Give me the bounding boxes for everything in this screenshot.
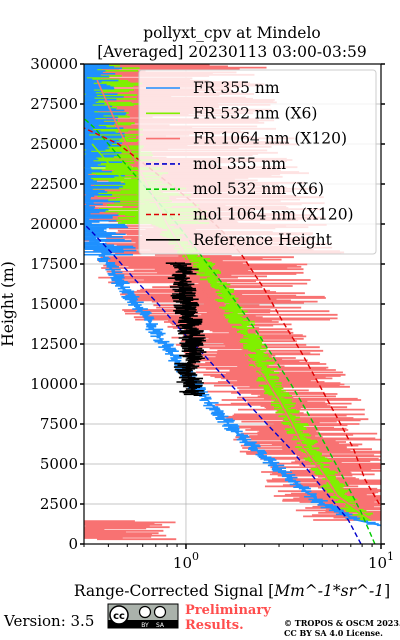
y-axis-ticks: 0 2500 5000 7500 10000 12500 15000 17500 20000 22… — [30, 55, 385, 553]
copyright-line-2: CC BY SA 4.0 License. — [284, 628, 383, 638]
y-tick-label: 15000 — [30, 295, 78, 313]
y-axis-label: Height (m) — [0, 261, 17, 347]
x-axis-ticks: 100 101 — [83, 544, 394, 572]
legend-label-5: mol 1064 nm (X120) — [193, 206, 354, 224]
x-axis-label-prefix: Range-Corrected Signal [ — [74, 582, 274, 600]
legend: FR 355 nm FR 532 nm (X6) FR 1064 nm (X120)… — [138, 69, 377, 255]
y-tick-label: 0 — [68, 535, 78, 553]
y-tick-label: 17500 — [30, 255, 78, 273]
x-axis-label: Range-Corrected Signal [Mm^-1*sr^-1] — [74, 582, 390, 600]
x-tick-label: 101 — [368, 550, 394, 572]
legend-label-1: FR 532 nm (X6) — [193, 104, 317, 122]
chart-title-line-1: pollyxt_cpv at Mindelo — [143, 24, 321, 42]
y-tick-label: 27500 — [30, 95, 78, 113]
x-tick-base: 10 — [368, 554, 387, 572]
svg-text:SA: SA — [156, 622, 165, 629]
y-tick-label: 2500 — [40, 495, 78, 513]
series-lines — [84, 79, 381, 544]
y-tick-label: 7500 — [40, 415, 78, 433]
cc-by-sa-badge: cc BY SA — [107, 603, 179, 629]
x-tick-exponent: 1 — [387, 550, 394, 563]
version-label: Version: 3.5 — [3, 612, 94, 630]
y-tick-label: 25000 — [30, 135, 78, 153]
svg-text:BY: BY — [141, 622, 149, 629]
y-tick-label: 12500 — [30, 335, 78, 353]
y-tick-label: 10000 — [30, 375, 78, 393]
preliminary-label-1: Preliminary — [185, 603, 271, 618]
legend-label-2: FR 1064 nm (X120) — [193, 130, 347, 148]
cc-icon — [109, 605, 129, 625]
y-tick-label: 22500 — [30, 175, 78, 193]
svg-text:cc: cc — [113, 611, 125, 622]
legend-label-0: FR 355 nm — [193, 79, 280, 97]
x-tick-base: 10 — [173, 554, 192, 572]
chart-title-line-2: [Averaged] 20230113 03:00-03:59 — [97, 43, 367, 61]
x-tick-exponent: 0 — [192, 550, 199, 563]
legend-box — [138, 69, 377, 255]
preliminary-label-2: Results. — [185, 618, 244, 633]
y-tick-label: 30000 — [30, 55, 78, 73]
y-tick-label: 20000 — [30, 215, 78, 233]
x-axis-label-suffix: ] — [384, 582, 390, 600]
series-line-4 — [84, 117, 376, 544]
sa-share-alike-icon — [153, 605, 167, 619]
legend-label-4: mol 532 nm (X6) — [193, 180, 324, 198]
series-line-3 — [84, 223, 362, 544]
legend-label-3: mol 355 nm — [193, 155, 286, 173]
y-tick-label: 5000 — [40, 455, 78, 473]
x-tick-label: 100 — [173, 550, 199, 572]
copyright-line-1: © TROPOS & OSCM 2023. — [284, 618, 400, 628]
legend-label-6: Reference Height — [193, 231, 333, 249]
by-attribution-icon — [138, 605, 152, 619]
x-axis-label-unit: Mm^-1*sr^-1 — [273, 582, 384, 600]
